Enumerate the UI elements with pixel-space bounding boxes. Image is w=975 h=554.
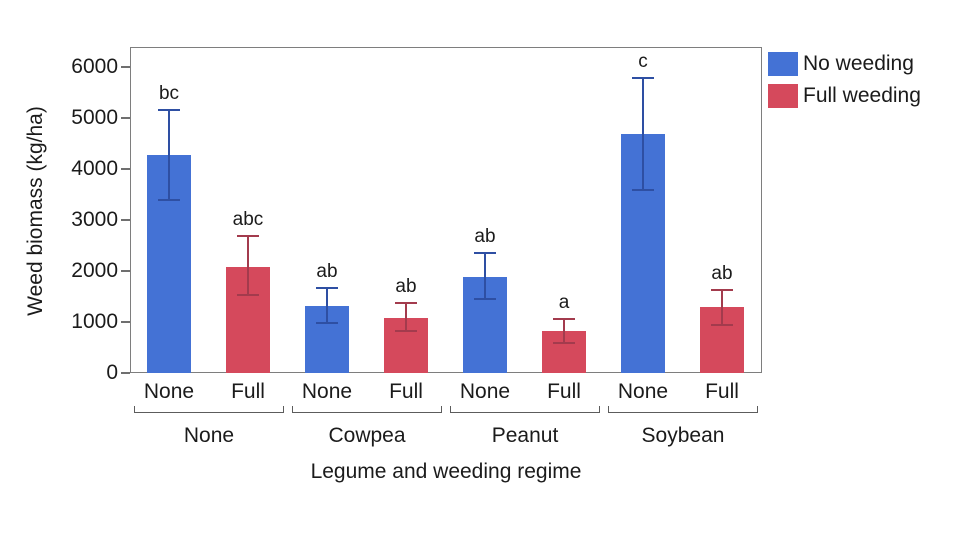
significance-letter: abc [232, 209, 264, 231]
error-cap-top [237, 235, 259, 238]
error-bar [563, 318, 565, 343]
significance-letter: ab [474, 225, 496, 247]
y-axis-tick-label: 3000 [71, 208, 118, 231]
x-axis-tick-label: Full [705, 380, 739, 403]
error-bar [168, 109, 170, 201]
y-axis-tick-label: 4000 [71, 157, 118, 180]
y-axis-tick [121, 372, 130, 374]
error-cap-top [711, 289, 733, 292]
error-bar [642, 78, 644, 190]
x-axis-tick-label: None [301, 380, 353, 403]
group-bracket [134, 406, 284, 413]
error-cap-bottom [395, 330, 417, 333]
y-axis-tick [121, 117, 130, 119]
significance-letter: ab [395, 275, 417, 297]
error-cap-top [158, 108, 180, 111]
x-axis-tick-label: Full [547, 380, 581, 403]
y-axis-tick [121, 219, 130, 221]
legend-item-no-weeding: No weeding [768, 52, 921, 76]
y-axis-tick [121, 66, 130, 68]
x-axis-title: Legume and weeding regime [310, 460, 582, 483]
group-bracket [450, 406, 600, 413]
y-axis-tick-label: 0 [106, 361, 118, 384]
error-cap-bottom [474, 298, 496, 301]
legend-label: Full weeding [803, 84, 921, 107]
error-bar [484, 252, 486, 300]
group-label-peanut: Peanut [491, 424, 559, 447]
error-bar [326, 287, 328, 324]
error-bar [405, 302, 407, 332]
group-label-soybean: Soybean [641, 424, 725, 447]
error-cap-bottom [632, 188, 654, 191]
significance-letter: ab [711, 263, 733, 285]
legend-label: No weeding [803, 52, 914, 75]
legend-item-full-weeding: Full weeding [768, 84, 921, 108]
error-bar [721, 290, 723, 325]
y-axis-tick [121, 270, 130, 272]
y-axis-tick-label: 1000 [71, 310, 118, 333]
error-cap-bottom [316, 322, 338, 325]
y-axis-tick [121, 168, 130, 170]
x-axis-tick-label: None [459, 380, 511, 403]
error-cap-top [316, 286, 338, 289]
error-cap-top [395, 301, 417, 304]
significance-letter: bc [158, 82, 180, 104]
legend: No weeding Full weeding [768, 52, 921, 108]
error-cap-top [474, 251, 496, 254]
group-label-cowpea: Cowpea [328, 424, 406, 447]
full-weeding-swatch [768, 84, 798, 108]
significance-letter: ab [316, 260, 338, 282]
y-axis-tick [121, 321, 130, 323]
y-axis-tick-label: 5000 [71, 106, 118, 129]
error-cap-top [632, 77, 654, 80]
error-bar [247, 236, 249, 296]
x-axis-tick-label: None [617, 380, 669, 403]
no-weeding-swatch [768, 52, 798, 76]
error-cap-bottom [711, 323, 733, 326]
y-axis-tick-label: 6000 [71, 55, 118, 78]
significance-letter: c [638, 51, 648, 73]
error-cap-bottom [553, 341, 575, 344]
group-bracket [608, 406, 758, 413]
y-axis-tick-label: 2000 [71, 259, 118, 282]
x-axis-tick-label: Full [389, 380, 423, 403]
y-axis-title: Weed biomass (kg/ha) [24, 106, 47, 316]
significance-letter: a [558, 291, 570, 313]
error-cap-bottom [158, 199, 180, 202]
group-bracket [292, 406, 442, 413]
x-axis-tick-label: None [143, 380, 195, 403]
group-label-none: None [183, 424, 235, 447]
error-cap-top [553, 317, 575, 320]
error-cap-bottom [237, 294, 259, 297]
x-axis-tick-label: Full [231, 380, 265, 403]
